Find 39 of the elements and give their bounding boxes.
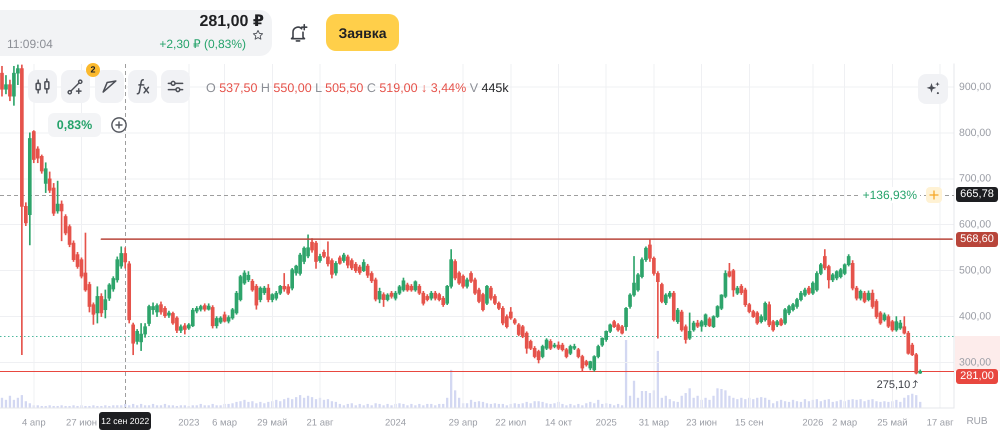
annotation: 0,83%: [56, 118, 92, 132]
y-tick-label: 600,00: [959, 218, 992, 231]
y-tick-label: 700,00: [959, 172, 992, 185]
text: O 537,50 H 550,00 L 505,50 C 519,00 ↓ 3,44% V 445k: [206, 81, 509, 95]
y-tick-label: 900,00: [959, 80, 992, 93]
x-tick-label: 25 май: [877, 417, 908, 428]
y-tick-label: 500,00: [959, 264, 992, 277]
x-tick-label: 31 мар: [638, 417, 670, 428]
x-tick-label: 17 авг: [926, 417, 954, 428]
x-tick-label: 4 апр: [22, 417, 46, 428]
annotation: +136,93%: [860, 186, 920, 203]
ref-line-label: 281,00: [956, 368, 998, 384]
x-tick-label: 14 окт: [544, 417, 573, 428]
x-tick-label: 2024: [384, 417, 406, 428]
x-tick-label: 15 сен: [735, 417, 764, 428]
x-tick-label: 2026: [802, 417, 824, 428]
text: +2,30 ₽ (0,83%): [159, 37, 246, 51]
x-tick-label: 6 мар: [212, 417, 238, 428]
x-tick-label: 29 апр: [448, 417, 478, 428]
x-tick-label: 29 май: [257, 417, 288, 428]
text: 11:09:04: [7, 37, 53, 51]
annotation: 568,60: [956, 232, 998, 247]
x-tick-label: 2 мар: [832, 417, 858, 428]
text: Заявка: [338, 24, 387, 40]
x-tick-label: 12 сен 2022: [99, 412, 152, 430]
x-tick-label: 2023: [178, 417, 200, 428]
y-tick-label: 300,00: [959, 356, 992, 368]
x-tick-label: 23 июн: [686, 417, 718, 428]
x-tick-label: 2025: [596, 417, 617, 428]
x-tick-label: 21 авг: [306, 417, 334, 428]
text: 281,00 ₽: [199, 13, 264, 30]
ref-line-label: 665,78: [956, 187, 998, 202]
x-tick-label: 22 июл: [495, 417, 526, 428]
y-axis-title: RUB: [966, 416, 988, 427]
x-tick-label: 27 июн: [66, 417, 97, 428]
annotation: 275,10: [876, 378, 910, 391]
annotation: 2: [90, 64, 96, 74]
y-tick-label: 800,00: [959, 126, 992, 139]
y-tick-label: 400,00: [959, 310, 992, 322]
